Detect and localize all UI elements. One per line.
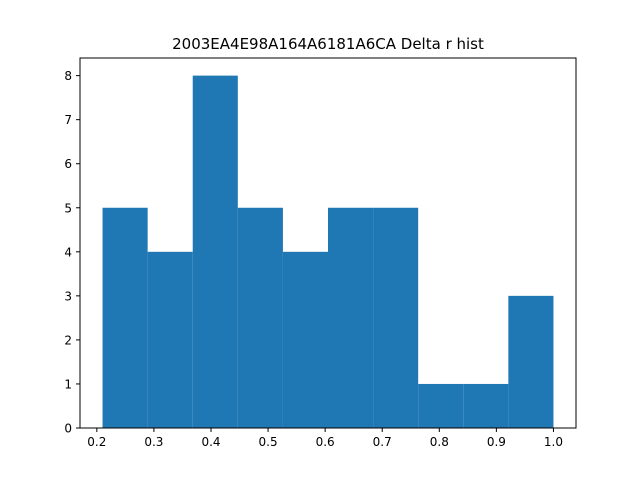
x-axis-ticks: 0.2 0.3 0.4 0.5 0.6 0.7 0.8 0.9 1.0 [87, 428, 563, 449]
histogram-bar-2 [192, 75, 238, 428]
y-tick-label: 2 [64, 333, 72, 347]
bars-group [102, 75, 554, 428]
chart-title: 2003EA4E98A164A6181A6CA Delta r hist [172, 35, 484, 53]
y-tick-label: 5 [64, 201, 72, 215]
y-tick-label: 6 [64, 157, 72, 171]
histogram-bar-3 [237, 207, 283, 428]
y-tick-label: 0 [64, 422, 72, 436]
axes-group [79, 57, 577, 429]
x-tick-label: 1.0 [544, 435, 563, 449]
histogram-bar-6 [373, 207, 419, 428]
y-axis-ticks: 0 1 2 3 4 5 6 7 8 [64, 69, 80, 436]
histogram-bar-0 [102, 207, 148, 428]
y-tick-label: 3 [64, 289, 72, 303]
histogram-bar-9 [508, 295, 554, 428]
y-tick-label: 8 [64, 69, 72, 83]
x-tick-label: 0.9 [487, 435, 506, 449]
x-tick-label: 0.7 [373, 435, 392, 449]
x-tick-label: 0.4 [201, 435, 220, 449]
histogram-bar-4 [282, 251, 328, 428]
histogram-bar-1 [147, 251, 193, 428]
x-tick-label: 0.3 [144, 435, 163, 449]
y-tick-label: 7 [64, 113, 72, 127]
y-tick-label: 4 [64, 245, 72, 259]
x-tick-label: 0.6 [316, 435, 335, 449]
x-tick-label: 0.5 [259, 435, 278, 449]
histogram-bar-8 [463, 383, 509, 428]
histogram-bar-5 [328, 207, 374, 428]
y-tick-label: 1 [64, 377, 72, 391]
x-tick-label: 0.2 [87, 435, 106, 449]
x-tick-label: 0.8 [430, 435, 449, 449]
histogram-bar-7 [418, 383, 464, 428]
plot-frame [79, 57, 577, 429]
